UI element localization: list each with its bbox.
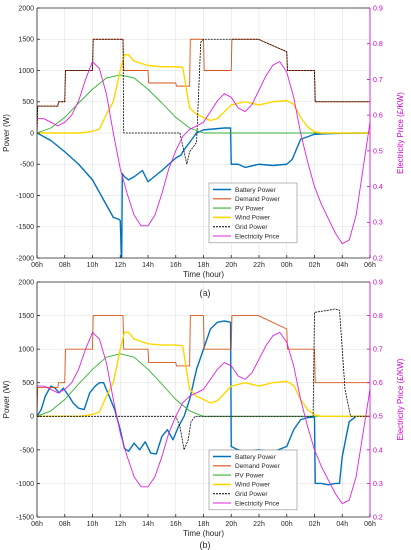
x-tick-label: 06h [31,262,43,269]
y2-tick-label: 0.3 [373,220,383,227]
series-group [37,38,370,258]
x-axis-label: Time (hour) [183,270,224,279]
y2-axis-label: Electricity Price (£/KW) [396,358,405,440]
x-tick-label: 04h [336,521,348,528]
x-tick-label: 12h [114,262,126,269]
y-tick-label: -1000 [16,193,34,200]
x-axis-label: Time (hour) [183,529,224,538]
x-tick-label: 04h [336,262,348,269]
y-axis-label: Power (W) [2,114,11,152]
legend-label: Electricity Price [235,500,280,507]
x-tick-label: 18h [198,262,210,269]
y2-axis-label: Electricity Price (£/KW) [396,92,405,174]
legend-label: Wind Power [235,215,271,222]
x-tick-label: 16h [170,521,182,528]
series-line-wind-power [37,54,370,134]
y-tick-label: -1500 [16,514,34,521]
y-tick-label: 500 [22,380,34,387]
x-tick-label: 10h [87,262,99,269]
y2-tick-label: 0.4 [373,184,383,191]
panel-caption: (a) [200,288,211,298]
series-line-battery-power [37,320,370,486]
y-tick-label: 1000 [18,68,34,75]
y-tick-label: 2000 [18,5,34,12]
legend-label: Battery Power [235,187,277,194]
y-tick-label: -1000 [16,481,34,488]
y2-tick-label: 0.5 [373,414,383,421]
legend-label: PV Power [235,472,265,479]
series-line-wind-power [37,331,370,417]
x-tick-label: 06h [364,262,376,269]
y-axis-label: Power (W) [2,380,11,418]
x-tick-label: 00h [281,521,293,528]
y2-tick-label: 0.4 [373,447,383,454]
legend-box [208,182,298,244]
series-group [37,308,370,505]
series-line-pv-power [37,74,370,134]
legend-label: Demand Power [235,196,281,203]
y-tick-label: 0 [30,130,34,137]
y2-tick-label: 0.7 [373,347,383,354]
x-tick-label: 14h [142,521,154,528]
x-tick-label: 18h [198,521,210,528]
x-tick-label: 02h [309,262,321,269]
y-tick-label: 1000 [18,347,34,354]
x-tick-label: 20h [225,262,237,269]
y-tick-label: 1500 [18,37,34,44]
y2-tick-label: 0.6 [373,113,383,120]
series-line-demand-power [37,315,370,417]
legend-label: Demand Power [235,463,281,470]
y2-tick-label: 0.2 [373,255,383,262]
y2-tick-label: 0.9 [373,279,383,286]
x-tick-label: 22h [253,262,265,269]
x-tick-label: 08h [59,521,71,528]
y-tick-label: 0 [30,414,34,421]
series-line-pv-power [37,353,370,417]
series-line-electricity-price [37,331,370,505]
series-line-demand-power [37,38,370,134]
legend-label: Battery Power [235,454,277,461]
legend-box [208,449,298,511]
y-tick-label: 1500 [18,313,34,320]
y2-tick-label: 0.7 [373,77,383,84]
x-tick-label: 22h [253,521,265,528]
y2-tick-label: 0.5 [373,148,383,155]
x-tick-label: 06h [364,521,376,528]
series-line-electricity-price [37,61,370,245]
y2-tick-label: 0.9 [373,5,383,12]
x-tick-label: 02h [309,521,321,528]
x-tick-label: 10h [87,521,99,528]
y2-tick-label: 0.8 [373,41,383,48]
y-tick-label: -500 [20,447,34,454]
chart-panel-b: -1500 -1000 -500 0 500 1000 1500 2000 0.2 0.3 0.4 0… [2,279,405,550]
x-tick-label: 06h [31,521,43,528]
x-tick-label: 08h [59,262,71,269]
y-tick-label: -500 [20,162,34,169]
y2-tick-label: 0.3 [373,481,383,488]
legend-label: PV Power [235,205,265,212]
legend: Battery Power Demand Power PV Power Wind Po… [208,182,298,244]
y-tick-label: 2000 [18,279,34,286]
chart-panel-a: -2000 -1500 -1000 -500 0 500 1000 1500 2000 0.2 0.… [2,5,405,298]
y2-tick-label: 0.2 [373,514,383,521]
y-tick-label: 500 [22,99,34,106]
legend-label: Grid Power [235,224,268,231]
x-tick-label: 20h [225,521,237,528]
x-tick-label: 14h [142,262,154,269]
legend-label: Electricity Price [235,233,280,240]
y2-tick-label: 0.8 [373,313,383,320]
x-tick-label: 16h [170,262,182,269]
legend-label: Wind Power [235,482,271,489]
y2-tick-label: 0.6 [373,380,383,387]
x-tick-label: 00h [281,262,293,269]
x-tick-label: 12h [114,521,126,528]
series-line-battery-power [37,127,370,258]
legend-label: Grid Power [235,491,268,498]
y-tick-label: -1500 [16,224,34,231]
legend: Battery Power Demand Power PV Power Wind Po… [208,449,298,511]
y-tick-label: -2000 [16,255,34,262]
panel-caption: (b) [200,540,211,550]
series-line-grid-power [37,308,370,451]
